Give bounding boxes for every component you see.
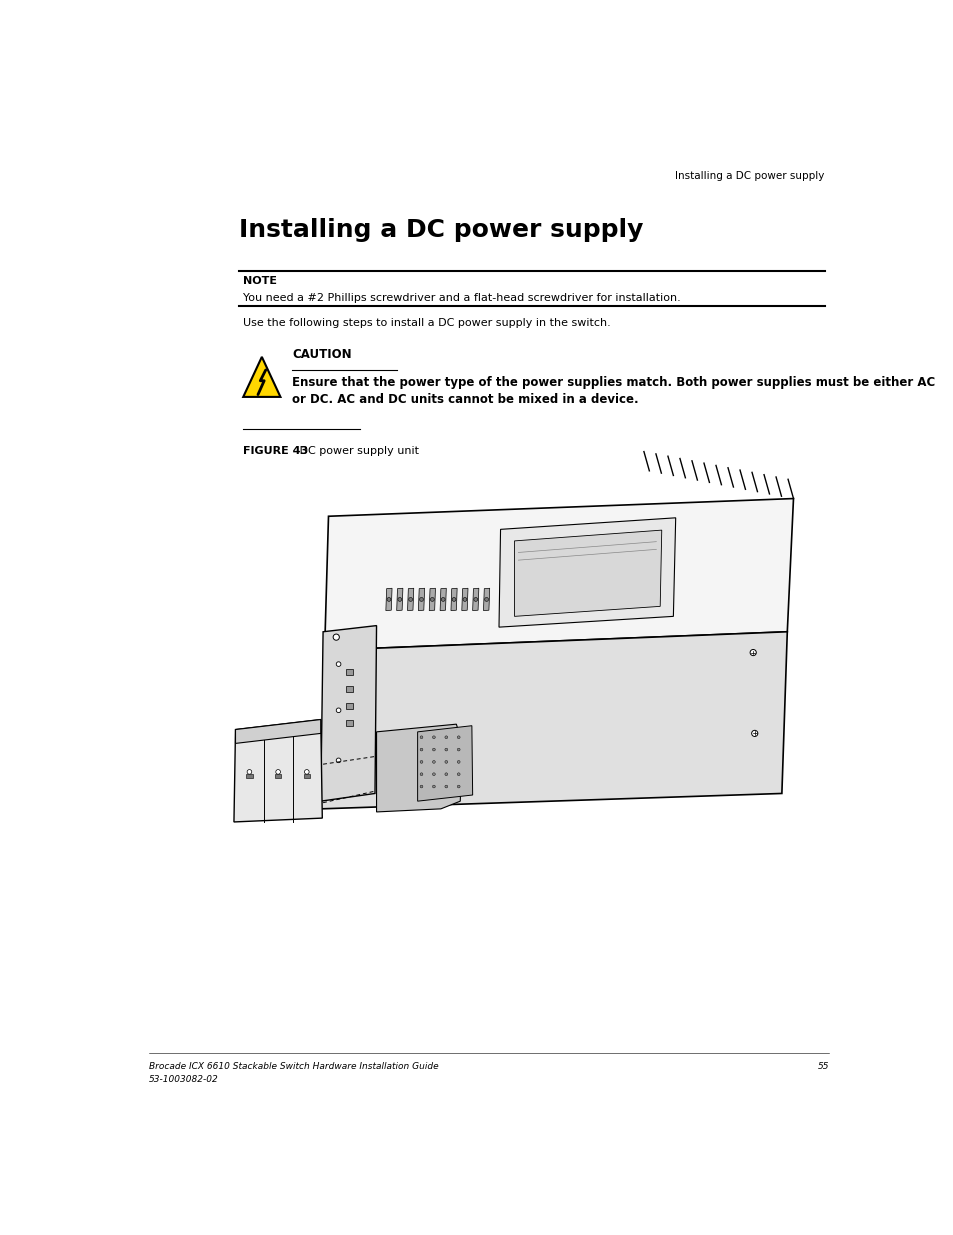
Polygon shape [324, 499, 793, 651]
Circle shape [456, 736, 459, 739]
Circle shape [484, 598, 488, 601]
Text: Brocade ICX 6610 Stackable Switch Hardware Installation Guide: Brocade ICX 6610 Stackable Switch Hardwa… [149, 1062, 437, 1071]
Circle shape [335, 662, 340, 667]
Polygon shape [429, 588, 435, 610]
Circle shape [456, 785, 459, 788]
Circle shape [304, 769, 309, 774]
FancyBboxPatch shape [345, 687, 353, 692]
Polygon shape [439, 588, 446, 610]
Polygon shape [396, 588, 402, 610]
Circle shape [333, 634, 339, 640]
Polygon shape [243, 357, 280, 396]
Text: Installing a DC power supply: Installing a DC power supply [675, 172, 823, 182]
Polygon shape [483, 588, 489, 610]
Circle shape [456, 761, 459, 763]
Text: Installing a DC power supply: Installing a DC power supply [239, 217, 643, 242]
Circle shape [275, 769, 280, 774]
Circle shape [441, 598, 445, 601]
Text: 55: 55 [817, 1062, 828, 1071]
Polygon shape [385, 588, 392, 610]
Polygon shape [498, 517, 675, 627]
Circle shape [419, 785, 422, 788]
FancyBboxPatch shape [345, 720, 353, 726]
Polygon shape [472, 588, 478, 610]
Circle shape [444, 773, 447, 776]
FancyBboxPatch shape [246, 774, 253, 778]
Polygon shape [407, 588, 414, 610]
Circle shape [408, 598, 412, 601]
Circle shape [456, 773, 459, 776]
Text: or DC. AC and DC units cannot be mixed in a device.: or DC. AC and DC units cannot be mixed i… [292, 393, 638, 406]
Circle shape [419, 761, 422, 763]
Circle shape [335, 758, 340, 763]
Polygon shape [514, 530, 661, 616]
Circle shape [419, 736, 422, 739]
Polygon shape [376, 724, 462, 811]
FancyBboxPatch shape [303, 774, 310, 778]
Circle shape [397, 598, 401, 601]
Circle shape [419, 748, 422, 751]
Circle shape [474, 598, 477, 601]
Circle shape [432, 748, 435, 751]
Polygon shape [320, 626, 376, 802]
Polygon shape [320, 632, 786, 809]
Text: You need a #2 Phillips screwdriver and a flat-head screwdriver for installation.: You need a #2 Phillips screwdriver and a… [243, 293, 680, 303]
Circle shape [456, 748, 459, 751]
Circle shape [444, 736, 447, 739]
Polygon shape [451, 588, 456, 610]
FancyBboxPatch shape [274, 774, 281, 778]
Text: DC power supply unit: DC power supply unit [295, 446, 418, 456]
Circle shape [335, 708, 340, 713]
Circle shape [419, 773, 422, 776]
Text: Use the following steps to install a DC power supply in the switch.: Use the following steps to install a DC … [243, 319, 610, 329]
Polygon shape [235, 720, 320, 743]
Circle shape [462, 598, 466, 601]
Circle shape [432, 785, 435, 788]
Polygon shape [417, 726, 472, 802]
Circle shape [444, 761, 447, 763]
FancyBboxPatch shape [345, 669, 353, 674]
Circle shape [430, 598, 434, 601]
Circle shape [452, 598, 456, 601]
Polygon shape [233, 720, 322, 823]
Circle shape [751, 730, 757, 736]
Circle shape [419, 598, 423, 601]
Polygon shape [418, 588, 424, 610]
Text: FIGURE 43: FIGURE 43 [243, 446, 308, 456]
FancyBboxPatch shape [345, 704, 353, 709]
Text: Ensure that the power type of the power supplies match. Both power supplies must: Ensure that the power type of the power … [292, 377, 934, 389]
Polygon shape [461, 588, 468, 610]
Circle shape [247, 769, 252, 774]
Circle shape [432, 761, 435, 763]
Circle shape [432, 736, 435, 739]
Circle shape [444, 748, 447, 751]
Circle shape [749, 650, 756, 656]
Circle shape [444, 785, 447, 788]
Circle shape [387, 598, 391, 601]
Circle shape [432, 773, 435, 776]
Text: 53-1003082-02: 53-1003082-02 [149, 1076, 218, 1084]
Text: NOTE: NOTE [243, 275, 277, 287]
Text: CAUTION: CAUTION [292, 348, 352, 362]
